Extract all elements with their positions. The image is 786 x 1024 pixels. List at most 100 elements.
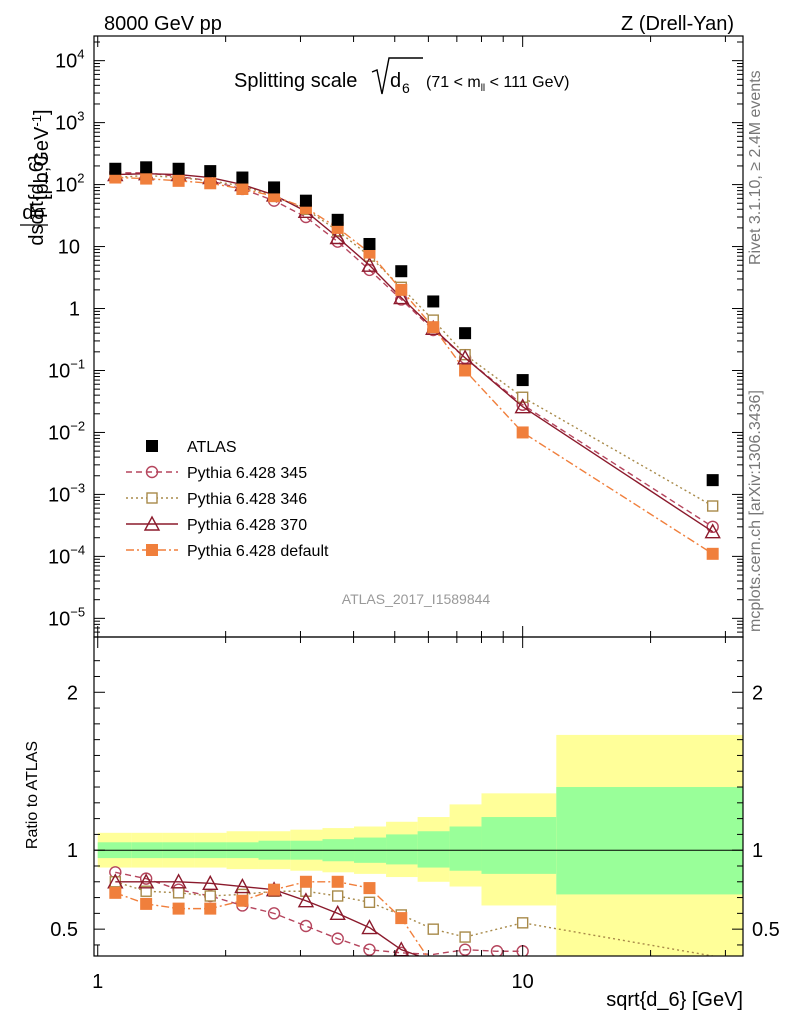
ratio-y-tick-label-right: 1 bbox=[752, 840, 763, 862]
legend: ATLAS Pythia 6.428 345 Pythia 6.428 346 Pyt… bbox=[126, 439, 329, 560]
x-axis-label: sqrt{d_6} [GeV] bbox=[606, 989, 743, 1011]
legend-label: Pythia 6.428 345 bbox=[187, 465, 307, 482]
data-point bbox=[395, 265, 408, 278]
ratio-point bbox=[331, 932, 344, 945]
ratio-point bbox=[331, 890, 344, 902]
ratio-y-tick-label-right: 2 bbox=[752, 682, 763, 704]
data-point bbox=[204, 177, 217, 190]
ratio-point bbox=[140, 885, 152, 897]
data-point bbox=[363, 237, 376, 250]
y-tick-label: 10−5 bbox=[48, 604, 85, 630]
ratio-point bbox=[234, 878, 251, 894]
legend-marker bbox=[146, 492, 158, 504]
series-pythia-6-428-346 bbox=[109, 169, 719, 512]
ratio-point bbox=[236, 894, 249, 907]
legend-entry: Pythia 6.428 345 bbox=[126, 465, 307, 482]
plot-title: Splitting scale d 6 (71 < mll < 111 GeV) bbox=[234, 57, 569, 96]
ratio-point bbox=[297, 892, 315, 908]
data-point bbox=[172, 162, 185, 175]
data-point bbox=[236, 171, 249, 184]
data-point bbox=[393, 289, 410, 305]
ratio-y-tick-label: 0.5 bbox=[50, 919, 78, 941]
ratio-point bbox=[170, 873, 187, 889]
legend-label: Pythia 6.428 346 bbox=[187, 491, 307, 508]
plot-title-prefix: Splitting scale bbox=[234, 70, 357, 92]
plot-title-range-open: (71 < m bbox=[426, 74, 481, 91]
legend-marker bbox=[146, 544, 158, 556]
data-point bbox=[427, 321, 440, 334]
data-point bbox=[516, 374, 529, 387]
legend-marker bbox=[143, 515, 161, 531]
y-tick-label: 103 bbox=[55, 109, 84, 135]
ratio-point bbox=[172, 887, 185, 899]
ratio-point bbox=[490, 945, 504, 956]
ratio-point bbox=[363, 882, 376, 895]
data-point bbox=[299, 194, 312, 207]
ratio-series-pythia-6-428-370 bbox=[107, 873, 420, 956]
data-point bbox=[704, 523, 721, 539]
data-point bbox=[236, 182, 249, 195]
data-point bbox=[361, 256, 378, 272]
data-point bbox=[331, 213, 344, 226]
data-point bbox=[514, 398, 531, 414]
mcplots-label: mcplots.cern.ch [arXiv:1306.3436] bbox=[747, 390, 764, 632]
ratio-point bbox=[204, 902, 217, 915]
series-line bbox=[115, 174, 714, 507]
ratio-point bbox=[139, 872, 153, 885]
data-point bbox=[395, 283, 408, 296]
ratio-ylabel: Ratio to ATLAS bbox=[24, 741, 41, 849]
header-left: 8000 GeV pp bbox=[104, 13, 222, 35]
data-point bbox=[329, 229, 346, 245]
ratio-point bbox=[363, 943, 376, 956]
data-point bbox=[706, 500, 719, 512]
legend-marker bbox=[146, 440, 158, 452]
ratio-point bbox=[140, 897, 153, 910]
data-point bbox=[706, 547, 719, 560]
y-tick-label: 102 bbox=[55, 171, 84, 197]
legend-entry: Pythia 6.428 370 bbox=[126, 515, 307, 534]
ratio-y-tick-label: 2 bbox=[67, 682, 78, 704]
ylabel-units: [pb,GeV-1] bbox=[29, 109, 53, 200]
y-tick-label: 10−1 bbox=[48, 356, 85, 382]
ratio-point bbox=[204, 890, 216, 902]
ratio-point bbox=[427, 923, 439, 935]
y-tick-label: 10−3 bbox=[48, 480, 85, 506]
legend-label: Pythia 6.428 default bbox=[187, 543, 329, 560]
plot-title-range-close: < 111 GeV) bbox=[485, 74, 569, 91]
ratio-point bbox=[172, 902, 185, 915]
ratio-band-green bbox=[481, 817, 557, 874]
series-pythia-6-428-370 bbox=[107, 165, 721, 539]
ratio-point bbox=[361, 919, 378, 935]
ratio-frame bbox=[93, 636, 744, 957]
x-tick-label: 1 bbox=[92, 971, 103, 993]
legend-entry: Pythia 6.428 346 bbox=[126, 491, 307, 508]
x-tick-label: 10 bbox=[512, 971, 534, 993]
ratio-band-green bbox=[449, 826, 482, 871]
legend-label: ATLAS bbox=[187, 439, 237, 456]
ratio-point bbox=[267, 907, 281, 920]
ratio-point bbox=[268, 883, 281, 896]
y-tick-label: 10−4 bbox=[48, 542, 85, 568]
data-point bbox=[140, 172, 153, 185]
ratio-point bbox=[516, 917, 529, 929]
ratio-point bbox=[395, 912, 408, 925]
legend-label: Pythia 6.428 370 bbox=[187, 517, 307, 534]
data-point bbox=[706, 474, 719, 487]
legend-entry: ATLAS bbox=[146, 439, 237, 456]
rivet-version-label: Rivet 3.1.10, ≥ 2.4M events bbox=[747, 70, 764, 265]
ratio-point bbox=[331, 875, 344, 888]
legend-marker bbox=[145, 465, 159, 479]
data-point bbox=[456, 349, 474, 365]
data-point bbox=[268, 181, 281, 194]
plot-title-range: (71 < mll < 111 GeV) bbox=[426, 74, 569, 94]
header-right: Z (Drell-Yan) bbox=[621, 13, 734, 35]
plot-title-range-sub: ll bbox=[481, 83, 485, 94]
series-atlas bbox=[109, 161, 719, 487]
ratio-point bbox=[137, 873, 155, 889]
data-point bbox=[109, 162, 122, 175]
plot-title-sqrt-sub: 6 bbox=[402, 80, 410, 96]
data-point bbox=[516, 426, 529, 439]
ratio-point bbox=[299, 919, 313, 933]
data-point bbox=[172, 174, 185, 187]
